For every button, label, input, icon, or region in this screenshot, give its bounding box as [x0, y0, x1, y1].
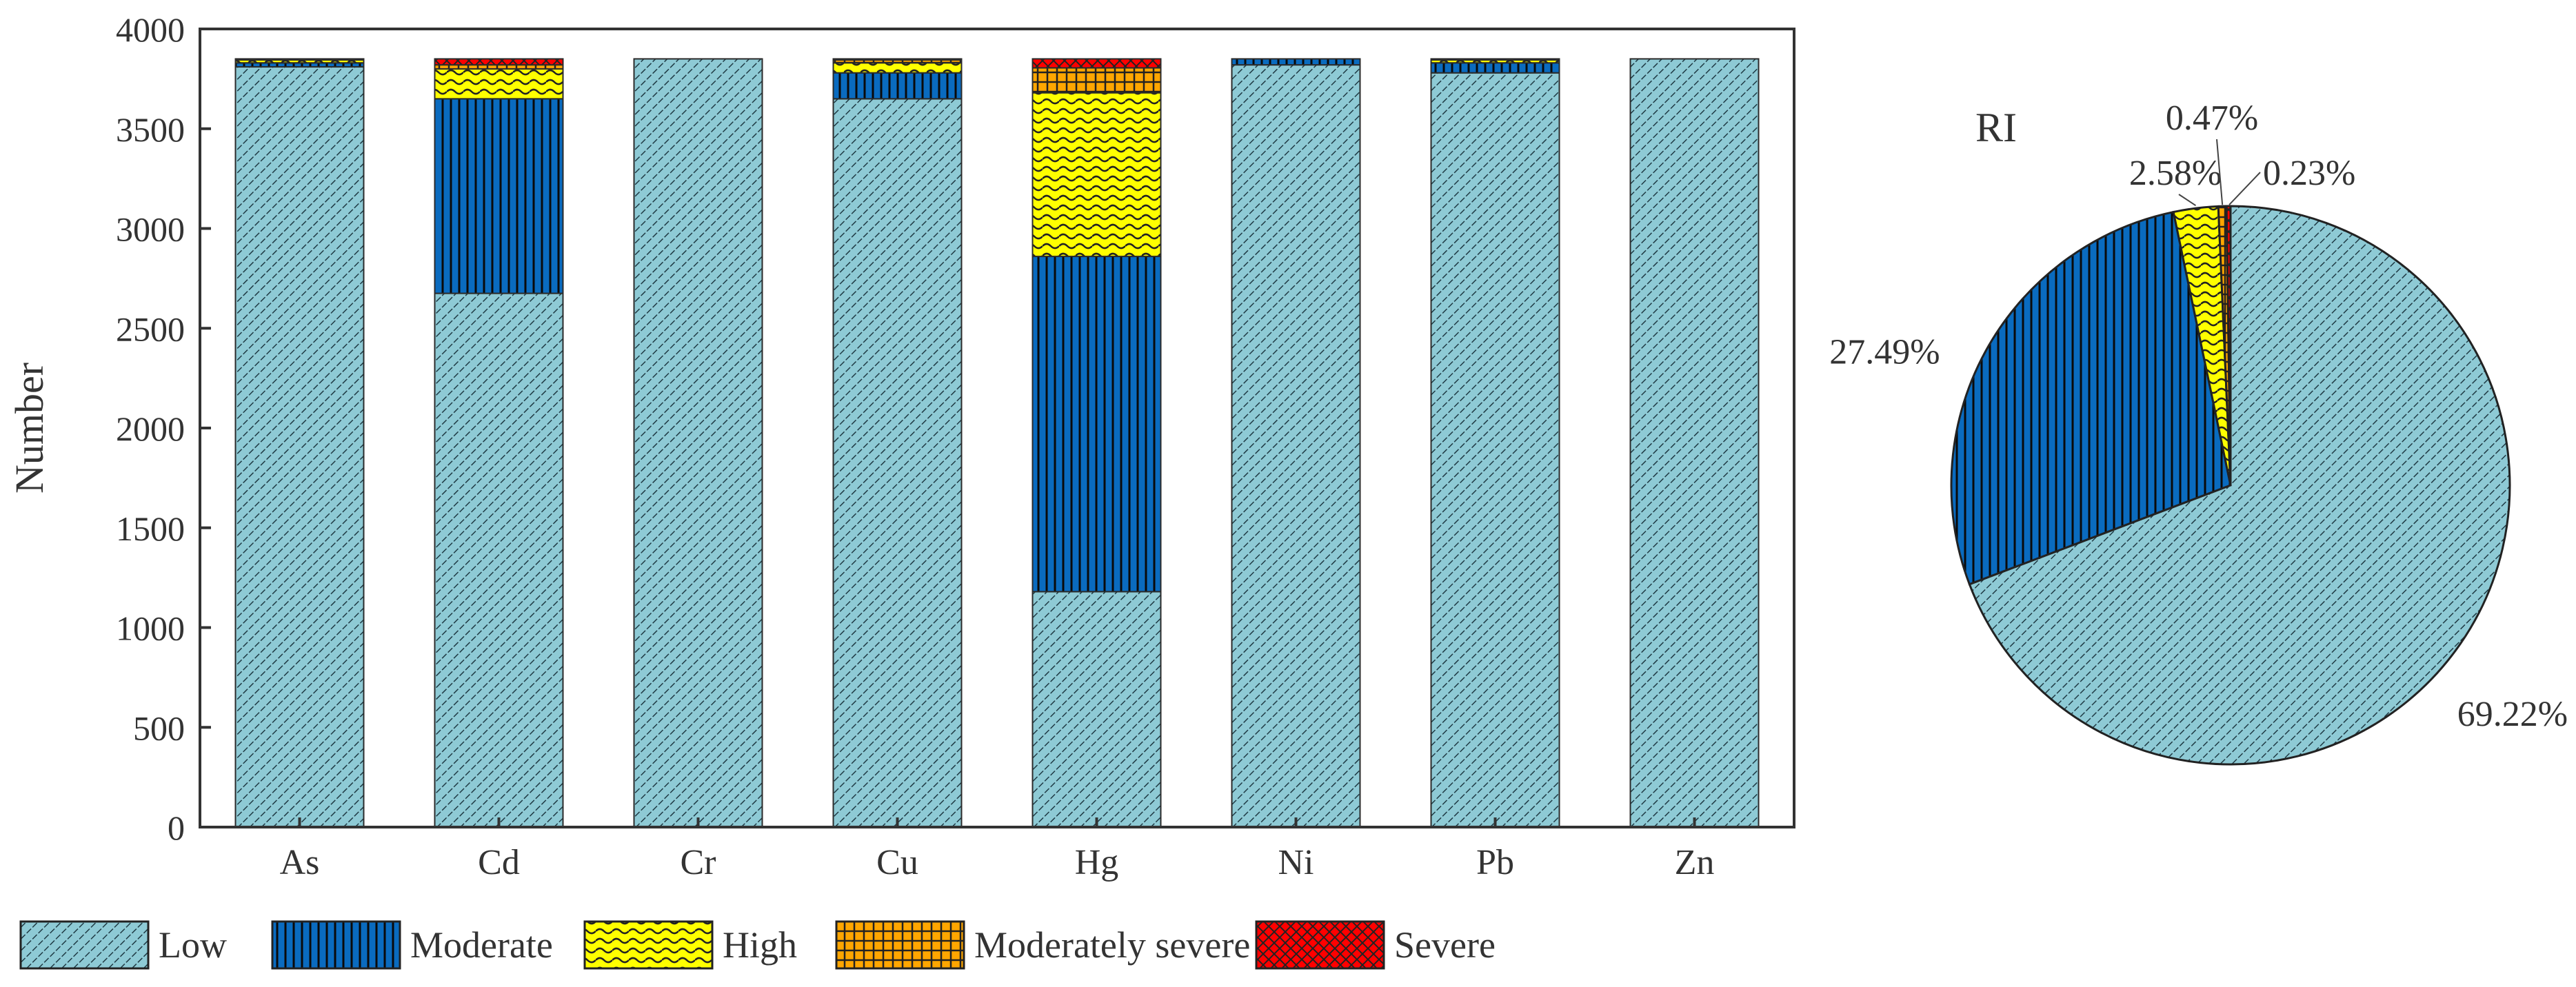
legend-item-moderate: Moderate: [271, 920, 553, 970]
x-tick-label-cd: Cd: [478, 843, 520, 882]
x-tick-label-ni: Ni: [1278, 843, 1314, 882]
y-tick-label: 3000: [116, 210, 185, 249]
bar-segment-cd-low: [434, 292, 564, 828]
pie-chart: RI 69.22% 27.49% 2.58% 0.47%0.23%: [1829, 99, 2568, 766]
bar-stack-pb: [1430, 58, 1560, 828]
bar-stack-hg: [1032, 58, 1162, 828]
y-tick-label: 2000: [116, 409, 185, 448]
bar-segment-cd-moderate: [434, 98, 564, 294]
bar-stacks: [234, 58, 1760, 828]
legend-label-low: Low: [159, 924, 227, 966]
pie-label-moderately-severe: 0.47%: [2166, 99, 2258, 138]
bar-segment-pb-low: [1430, 72, 1560, 828]
leader-line-moderately-severe: [2216, 139, 2224, 205]
leader-line-high: [2178, 194, 2197, 206]
x-tick-label-cr: Cr: [681, 843, 716, 882]
bar-segment-cu-moderate: [832, 72, 963, 100]
legend-label-moderately-severe: Moderately severe: [974, 924, 1250, 966]
pie-slice-moderate: [1950, 210, 2232, 586]
legend-item-low: Low: [19, 920, 227, 970]
bar-segment-pb-moderate: [1430, 62, 1560, 74]
x-tick-label-zn: Zn: [1675, 843, 1715, 882]
x-tick-label-pb: Pb: [1476, 843, 1514, 882]
y-tick-label: 2500: [116, 309, 185, 348]
pie-label-high: 2.58%: [2129, 154, 2222, 193]
pie-label-severe: 0.23%: [2263, 154, 2355, 193]
bar-segment-cu-low: [832, 98, 963, 828]
bar-segment-hg-high: [1032, 92, 1162, 258]
pie-title: RI: [1975, 105, 2017, 150]
y-tick-label: 3500: [116, 110, 185, 149]
legend: Low Moderate High Moderately severe Severe: [19, 920, 1496, 970]
bar-segment-ni-low: [1231, 64, 1361, 828]
bar-chart: 0 500 1000 1500 2000 2500 3000 3500 4000 As Cd Cr C…: [7, 10, 1795, 882]
x-tick-label-cu: Cu: [876, 843, 918, 882]
legend-label-severe: Severe: [1394, 924, 1496, 966]
bar-stack-cu: [832, 58, 963, 828]
y-axis-title: Number: [7, 363, 52, 494]
bar-segment-hg-severe: [1032, 58, 1162, 69]
plot-frame: [199, 28, 1795, 828]
legend-item-moderately-severe: Moderately severe: [835, 920, 1250, 970]
legend-item-high: High: [583, 920, 797, 970]
legend-label-moderate: Moderate: [410, 924, 553, 966]
legend-swatch-moderate: [271, 920, 401, 970]
legend-swatch-low: [19, 920, 150, 970]
legend-swatch-high: [583, 920, 714, 970]
pie-label-low: 69.22%: [2457, 695, 2568, 734]
leader-line-severe: [2228, 172, 2261, 205]
x-axis: As Cd Cr Cu Hg Ni Pb Zn: [280, 817, 1715, 882]
bar-segment-cd-high: [434, 68, 564, 100]
bar-stack-cd: [434, 58, 564, 828]
pie-slices: [1950, 205, 2511, 766]
pie-labels: 69.22% 27.49% 2.58% 0.47%0.23%: [1829, 99, 2568, 734]
legend-item-severe: Severe: [1255, 920, 1496, 970]
bar-segment-cr-low: [633, 58, 763, 828]
y-tick-label: 0: [168, 808, 185, 847]
y-tick-label: 1500: [116, 509, 185, 548]
bar-stack-zn: [1629, 58, 1760, 828]
bar-segment-as-low: [234, 66, 365, 828]
bar-segment-cd-severe: [434, 58, 564, 66]
bar-stack-cr: [633, 58, 763, 828]
bar-segment-hg-moderately-severe: [1032, 67, 1162, 94]
y-axis: 0 500 1000 1500 2000 2500 3000 3500 4000: [116, 10, 211, 847]
bar-stack-as: [234, 58, 365, 828]
y-tick-label: 4000: [116, 10, 185, 49]
bar-segment-ni-moderate: [1231, 58, 1361, 66]
legend-swatch-severe: [1255, 920, 1385, 970]
bar-segment-zn-low: [1629, 58, 1760, 828]
pie-label-moderate: 27.49%: [1829, 332, 1940, 372]
bar-segment-cu-high: [832, 62, 963, 74]
bar-segment-hg-low: [1032, 591, 1162, 828]
legend-swatch-moderately-severe: [835, 920, 965, 970]
bar-segment-hg-moderate: [1032, 256, 1162, 593]
y-tick-label: 500: [133, 709, 185, 747]
x-tick-label-hg: Hg: [1075, 843, 1119, 882]
bar-stack-ni: [1231, 58, 1361, 828]
x-tick-label-as: As: [280, 843, 320, 882]
pie-slice-severe: [2225, 205, 2232, 486]
legend-label-high: High: [723, 924, 797, 966]
y-tick-label: 1000: [116, 609, 185, 648]
pie-slice-low: [1968, 205, 2511, 766]
